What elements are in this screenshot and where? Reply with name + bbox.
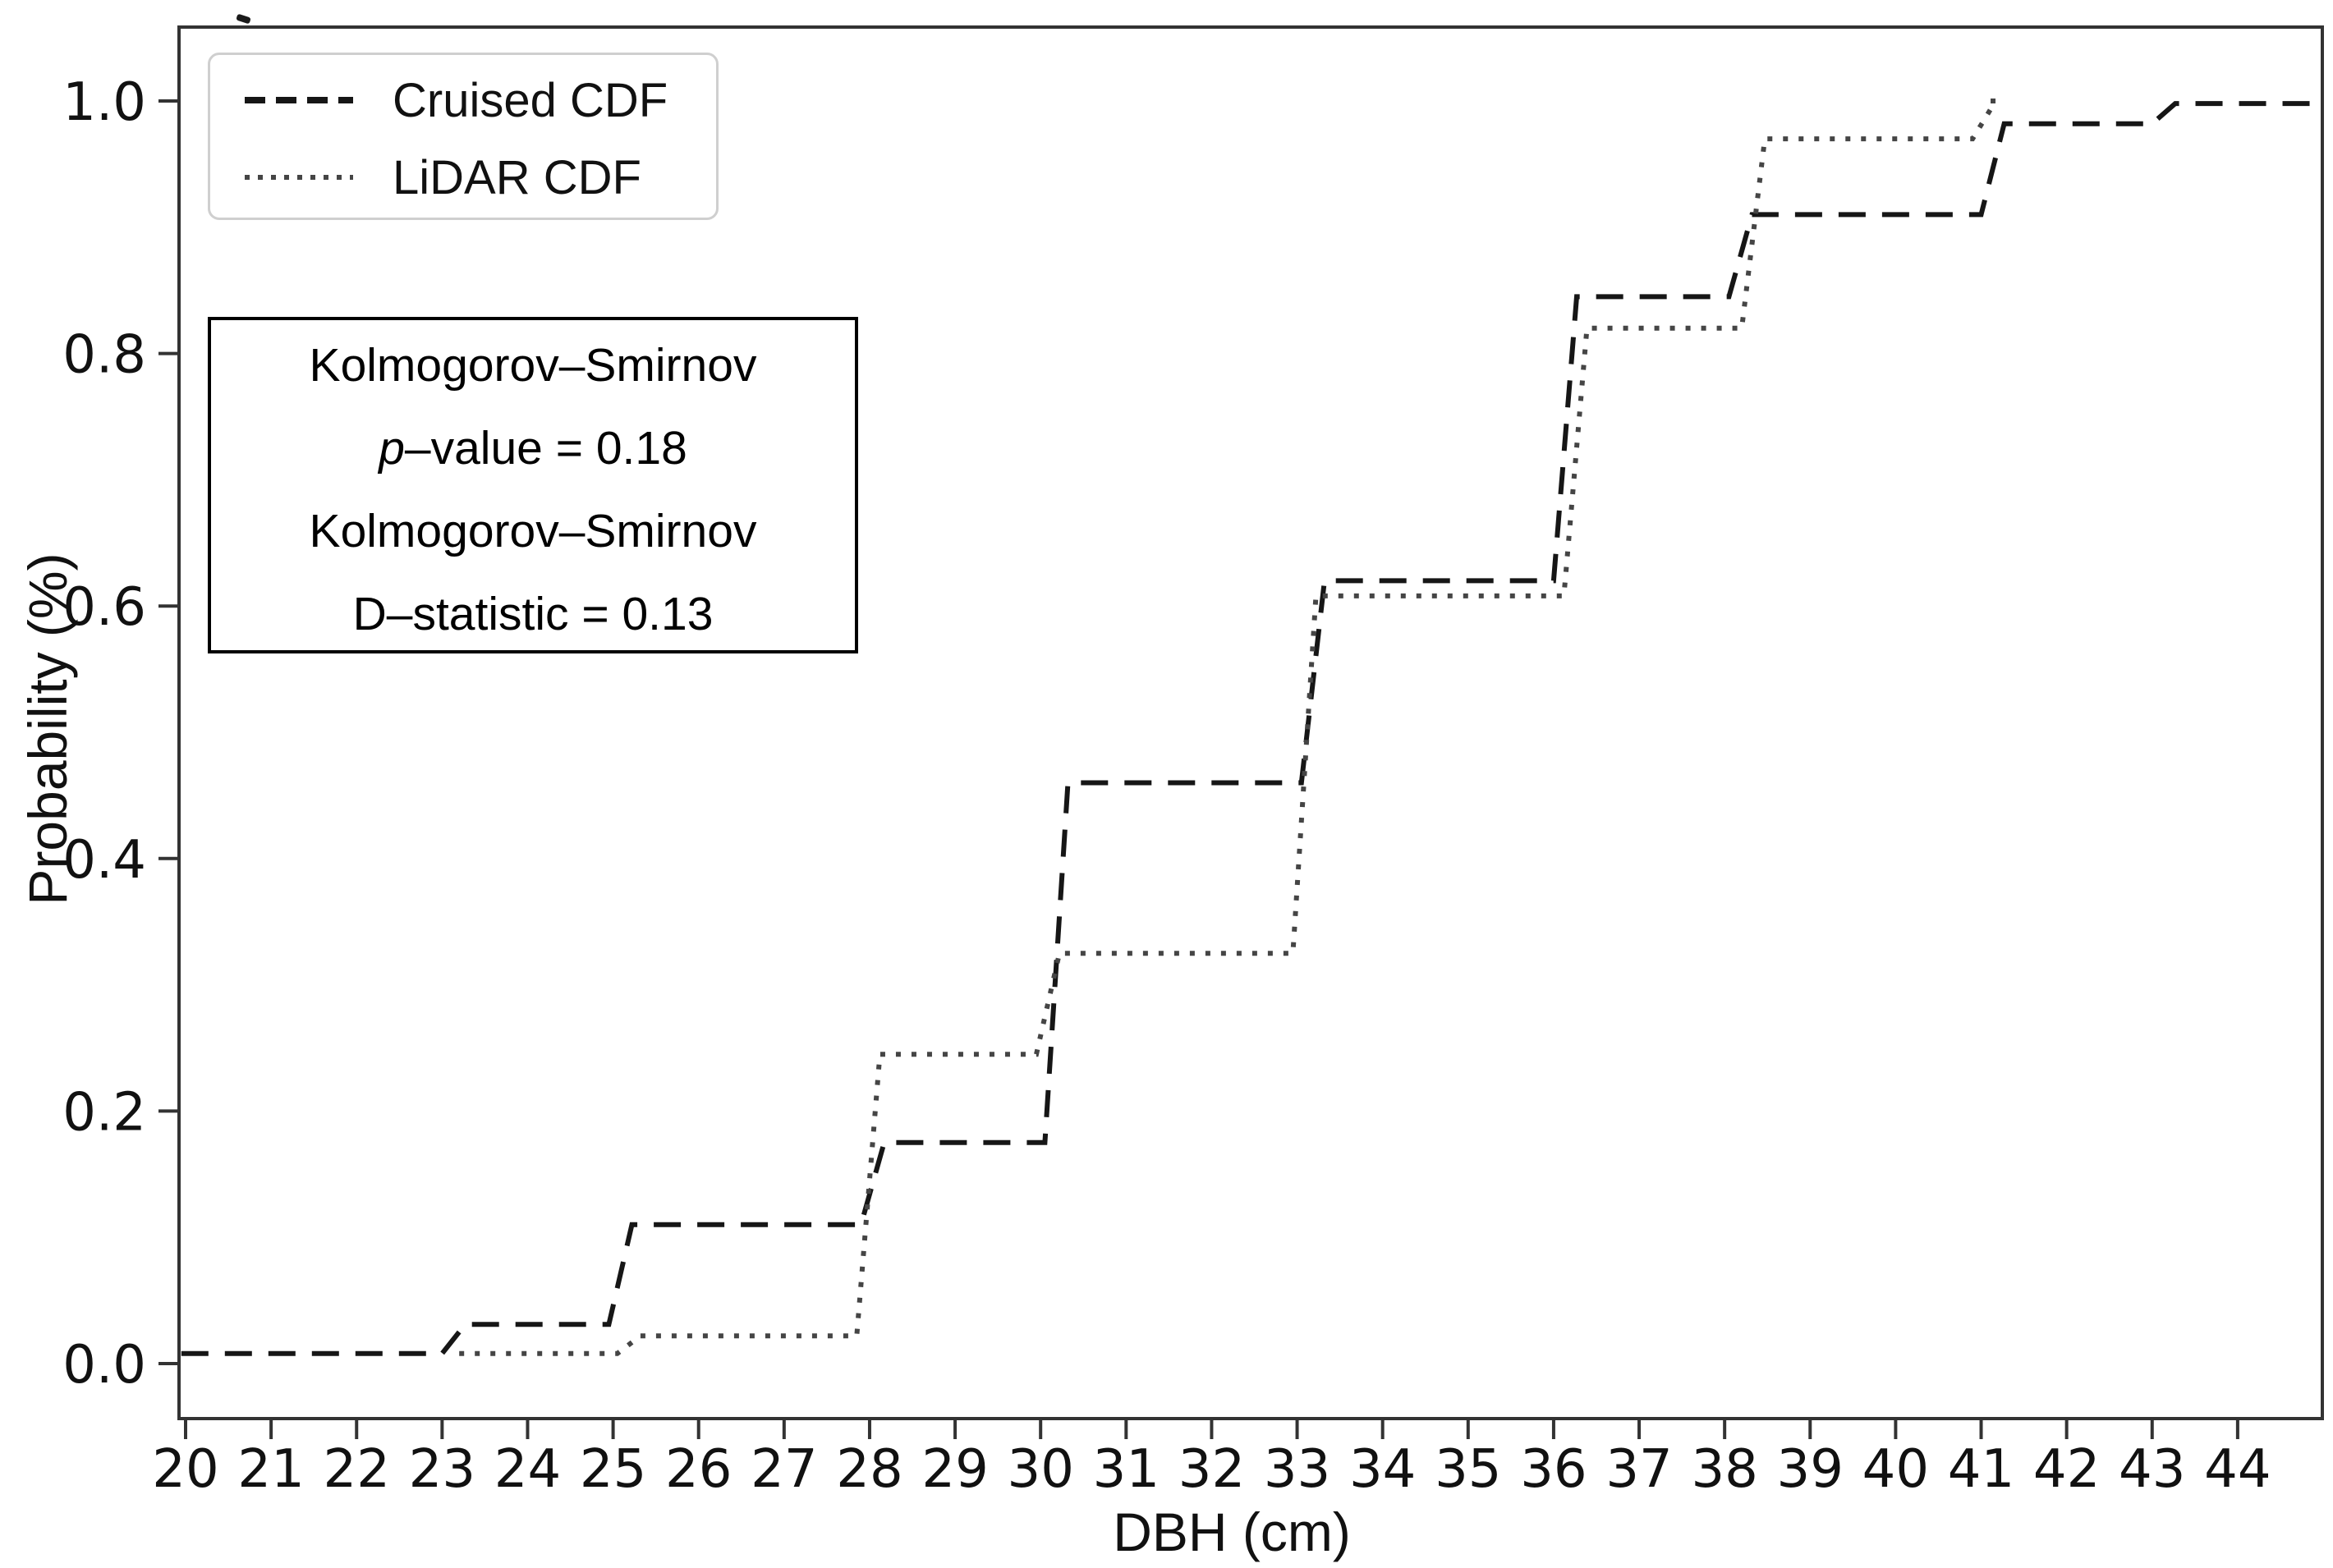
legend-item-cruised: Cruised CDF [210, 62, 716, 139]
x-tick-label: 27 [751, 1439, 817, 1500]
x-tick-label: 41 [1948, 1439, 2014, 1500]
y-tick-label: 0.6 [62, 577, 146, 638]
lidar-cdf-line [459, 99, 2000, 1356]
x-tick-label: 39 [1777, 1439, 1844, 1500]
x-axis-title: DBH (cm) [1113, 1502, 1351, 1562]
x-tick-label: 28 [836, 1439, 902, 1500]
x-tick-label: 21 [237, 1439, 304, 1500]
x-tick-label: 35 [1435, 1439, 1501, 1500]
x-tick-label: 23 [409, 1439, 475, 1500]
cdf-series-lines [181, 99, 2323, 1356]
ks-line-4: D–statistic = 0.13 [352, 588, 714, 640]
x-tick-label: 29 [921, 1439, 988, 1500]
y-axis-ticks: 0.0 0.2 0.4 0.6 0.8 1.0 [62, 72, 179, 1396]
x-tick-label: 25 [580, 1439, 646, 1500]
legend-label-cruised: Cruised CDF [393, 73, 668, 127]
y-tick-label: 0.0 [62, 1335, 146, 1396]
y-tick-label: 0.2 [62, 1082, 146, 1143]
x-axis-ticks: 20 21 22 23 24 25 26 27 28 29 30 31 32 33 34 35 36 37 38 39… [152, 1419, 2271, 1500]
x-tick-label: 42 [2033, 1439, 2100, 1500]
x-tick-label: 44 [2204, 1439, 2271, 1500]
y-axis-title: Probability (%) [17, 552, 78, 905]
ks-line-3: Kolmogorov–Smirnov [309, 505, 757, 557]
x-tick-label: 31 [1093, 1439, 1160, 1500]
legend-item-lidar: LiDAR CDF [210, 139, 716, 216]
legend: Cruised CDF LiDAR CDF [208, 53, 719, 220]
dotted-line-icon [245, 175, 353, 180]
y-tick-label: 1.0 [62, 72, 146, 133]
plot-frame [177, 25, 2324, 1420]
ks-line-1: Kolmogorov–Smirnov [309, 339, 757, 392]
x-tick-label: 38 [1691, 1439, 1757, 1500]
y-tick-label: 0.8 [62, 325, 146, 386]
x-tick-label: 37 [1605, 1439, 1672, 1500]
x-tick-label: 32 [1178, 1439, 1245, 1500]
x-tick-label: 30 [1007, 1439, 1073, 1500]
x-tick-label: 24 [494, 1439, 561, 1500]
ks-line-2: p–value = 0.18 [211, 407, 855, 490]
x-tick-label: 34 [1349, 1439, 1416, 1500]
x-tick-label: 22 [324, 1439, 390, 1500]
ks-annotation-box: Kolmogorov–Smirnov p–value = 0.18 Kolmog… [208, 317, 858, 653]
cruised-cdf-line [181, 101, 2323, 1356]
y-tick-label: 0.4 [62, 830, 146, 891]
legend-label-lidar: LiDAR CDF [393, 150, 641, 204]
x-tick-label: 20 [152, 1439, 218, 1500]
x-tick-label: 40 [1862, 1439, 1929, 1500]
p-value-text: –value = 0.18 [404, 422, 687, 475]
x-tick-label: 43 [2119, 1439, 2185, 1500]
dashed-line-icon [245, 97, 353, 103]
x-tick-label: 36 [1520, 1439, 1587, 1500]
x-tick-label: 33 [1264, 1439, 1330, 1500]
x-tick-label: 26 [665, 1439, 732, 1500]
p-symbol: p [379, 422, 405, 475]
